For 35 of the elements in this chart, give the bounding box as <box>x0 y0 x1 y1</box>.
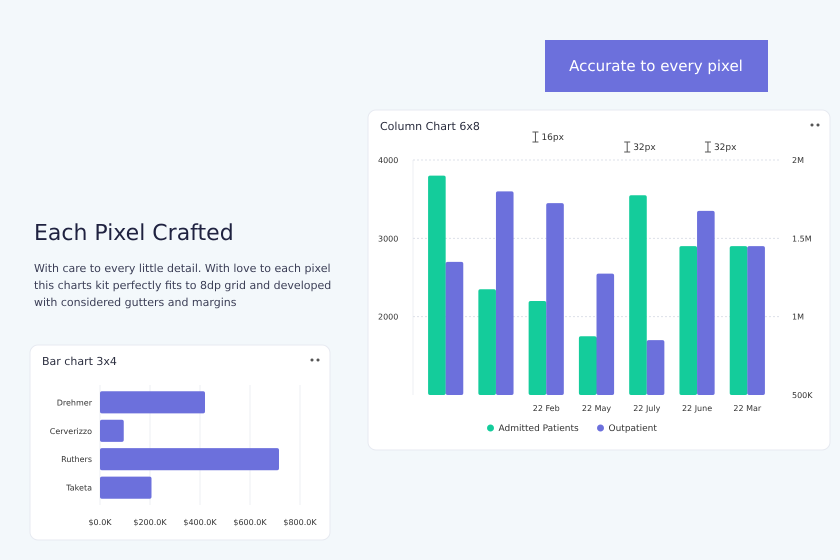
chart-title: Column Chart 6x8 <box>380 120 480 133</box>
text: 32px <box>714 143 738 153</box>
text: Accurate to every pixel <box>569 57 743 75</box>
x-tick-label: 22 Feb <box>532 404 560 413</box>
x-tick-label: 22 Mar <box>733 404 762 413</box>
y2-tick-label: 1M <box>792 312 804 322</box>
text: 16px <box>541 133 565 143</box>
text: Each Pixel Crafted <box>34 221 234 246</box>
text: With care to every little detail. With love to each pixel this charts kit perfectly fits to 8dp grid and developed with considered gutters and margins <box>34 262 332 309</box>
chart-title: Bar chart 3x4 <box>42 355 117 368</box>
legend-label: Outpatient <box>608 424 658 434</box>
y-tick-label: Taketa <box>65 484 92 493</box>
y-tick-label: Drehmer <box>56 398 93 408</box>
y2-tick-label: 2M <box>792 156 804 165</box>
y2-tick-label: 1.5M <box>792 234 812 244</box>
x-tick-label: $400.0K <box>183 518 218 527</box>
x-tick-label: 22 June <box>682 404 712 413</box>
x-tick-label: 22 July <box>633 404 661 413</box>
y-tick-label: 2000 <box>378 312 398 322</box>
x-tick-label: $600.0K <box>233 518 268 527</box>
bar <box>100 391 205 414</box>
bar <box>100 476 152 499</box>
x-tick-label: 22 May <box>582 404 612 413</box>
y2-tick-label: 500K <box>792 391 814 400</box>
bar <box>100 448 279 470</box>
x-tick-label: $800.0K <box>283 518 318 527</box>
x-tick-label: $200.0K <box>133 518 168 527</box>
bar <box>100 420 124 442</box>
legend-label: Admitted Patients <box>498 424 579 434</box>
x-tick-label: $0.0K <box>88 518 112 527</box>
y-tick-label: 4000 <box>378 156 398 165</box>
text: 32px <box>633 143 656 153</box>
y-tick-label: 3000 <box>378 234 398 244</box>
y-tick-label: Ruthers <box>61 455 92 464</box>
y-tick-label: Cerverizzo <box>50 426 92 436</box>
